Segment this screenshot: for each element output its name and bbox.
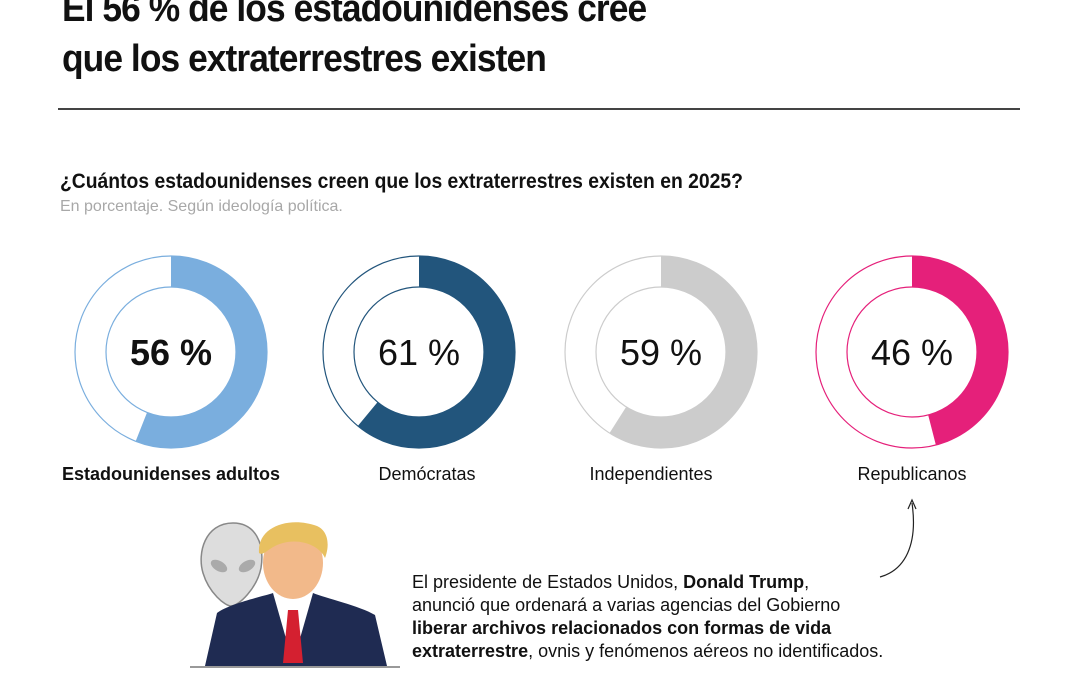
headline: El 56 % de los estadounidenses cree que …: [62, 0, 647, 84]
label-democratas: Demócratas: [378, 464, 476, 484]
pointer-arrow-icon: [879, 498, 917, 578]
trump-alien-illustration: [200, 522, 387, 666]
annotation-segment: , ovnis y fenómenos aéreos no identifica…: [528, 641, 884, 661]
donut-segment-2: [357, 256, 516, 448]
value-label-1: 56 %: [130, 332, 212, 373]
value-label-2: 61 %: [378, 332, 460, 373]
donut-segment-3: [609, 256, 757, 448]
donut-segment-4: [912, 256, 1009, 445]
chart-subtitle: En porcentaje. Según ideología política.: [60, 198, 343, 215]
annotation-text: El presidente de Estados Unidos, Donald …: [412, 571, 883, 663]
headline-line-1: El 56 % de los estadounidenses cree: [62, 0, 647, 30]
donut-segment-1: [135, 256, 267, 448]
chart-title: ¿Cuántos estadounidenses creen que los e…: [60, 170, 743, 193]
donut-charts: 56 % 61 % 59 % 46 %: [74, 255, 1009, 449]
annotation-segment: ,: [804, 572, 810, 592]
value-label-3: 59 %: [620, 332, 702, 373]
annotation-segment: El presidente de Estados Unidos,: [412, 572, 684, 592]
trump-portrait: [205, 522, 387, 666]
illustration-baseline: [190, 666, 400, 668]
alien-icon: [200, 522, 263, 607]
label-independientes: Independientes: [589, 464, 713, 484]
label-republicanos: Republicanos: [857, 464, 967, 484]
annotation-segment: liberar archivos relacionados con formas…: [412, 618, 832, 638]
headline-line-2: que los extraterrestres existen: [62, 38, 547, 80]
annotation-segment: Donald Trump: [683, 572, 805, 592]
annotation-segment: anunció que ordenará a varias agencias d…: [412, 595, 841, 615]
annotation-segment: extraterrestre: [412, 641, 529, 661]
value-label-4: 46 %: [871, 332, 953, 373]
divider: [58, 108, 1020, 110]
label-adultos: Estadounidenses adultos: [61, 464, 281, 484]
